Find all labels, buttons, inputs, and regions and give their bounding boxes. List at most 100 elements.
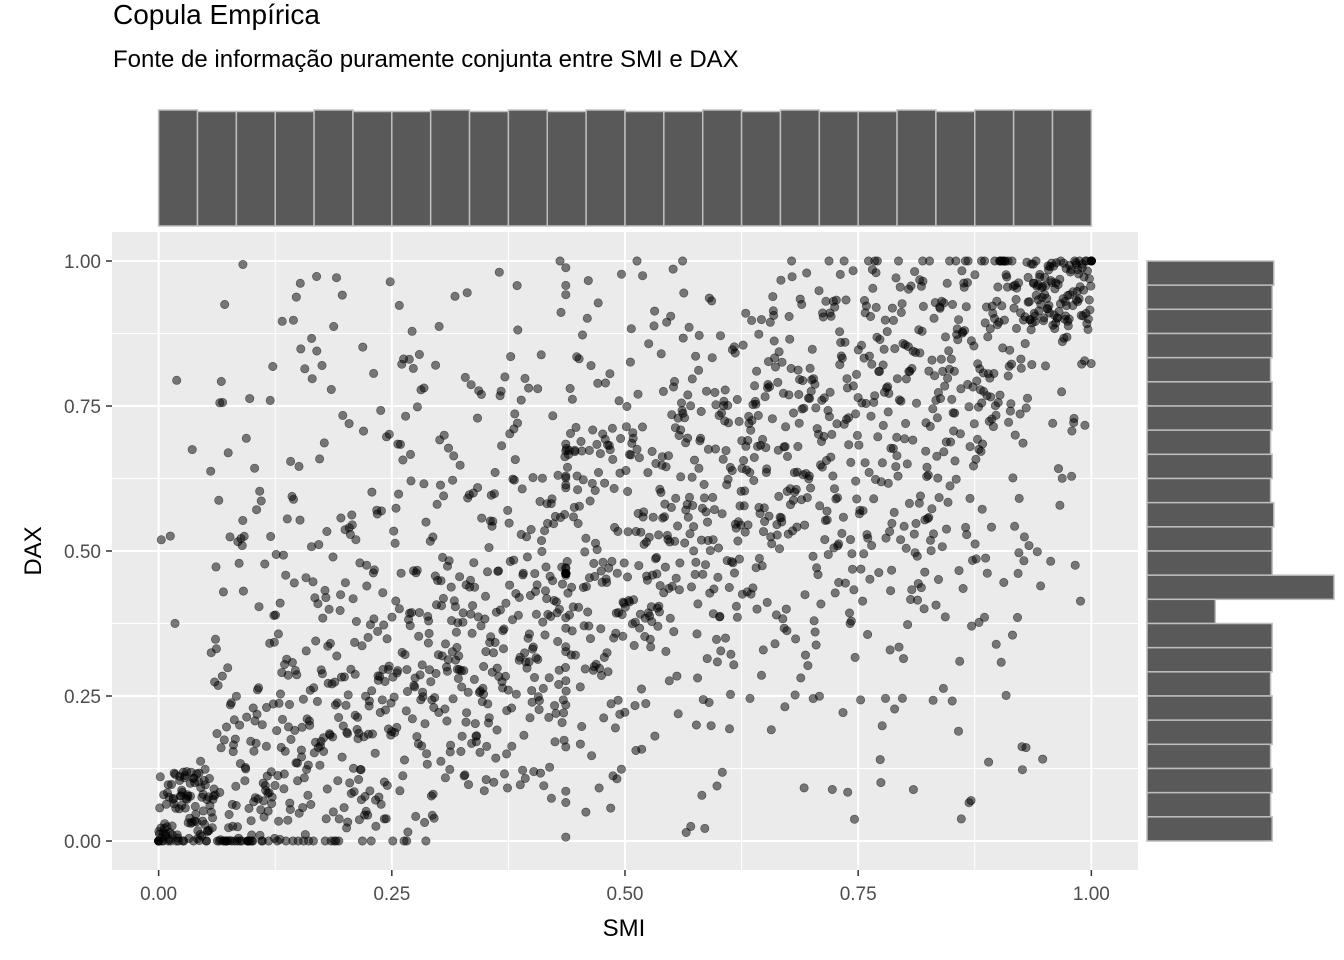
scatter-point bbox=[562, 462, 572, 472]
scatter-point bbox=[770, 639, 780, 649]
scatter-point bbox=[1076, 596, 1086, 606]
scatter-point bbox=[398, 771, 408, 781]
scatter-point bbox=[1057, 387, 1067, 397]
scatter-point bbox=[154, 836, 164, 846]
scatter-point bbox=[356, 765, 366, 775]
scatter-point bbox=[452, 642, 462, 652]
scatter-point bbox=[350, 669, 360, 679]
scatter-point bbox=[762, 464, 772, 474]
scatter-point bbox=[829, 484, 839, 494]
scatter-point bbox=[472, 731, 482, 741]
scatter-point bbox=[480, 591, 490, 601]
scatter-point bbox=[696, 433, 706, 443]
scatter-point bbox=[574, 501, 584, 511]
scatter-point bbox=[670, 536, 680, 546]
scatter-point bbox=[581, 807, 591, 817]
x-hist-bar bbox=[235, 110, 276, 227]
scatter-point bbox=[911, 398, 921, 408]
scatter-point bbox=[923, 470, 933, 480]
scatter-point bbox=[484, 713, 494, 723]
scatter-point bbox=[533, 384, 543, 394]
scatter-point bbox=[887, 565, 897, 575]
scatter-point bbox=[654, 607, 664, 617]
scatter-point bbox=[459, 666, 469, 676]
scatter-point bbox=[935, 393, 945, 403]
scatter-point bbox=[167, 779, 177, 789]
scatter-point bbox=[332, 698, 342, 708]
scatter-point bbox=[578, 475, 588, 485]
scatter-point bbox=[691, 557, 701, 567]
y-hist-bar bbox=[1146, 381, 1273, 407]
scatter-point bbox=[186, 791, 196, 801]
scatter-point bbox=[336, 513, 346, 523]
scatter-point bbox=[568, 512, 578, 522]
scatter-point bbox=[843, 787, 853, 797]
scatter-point bbox=[869, 494, 879, 504]
scatter-point bbox=[1021, 403, 1031, 413]
scatter-point bbox=[765, 382, 775, 392]
scatter-point bbox=[561, 832, 571, 842]
scatter-point bbox=[882, 327, 892, 337]
scatter-point bbox=[799, 783, 809, 793]
scatter-point bbox=[514, 592, 524, 602]
chart-subtitle: Fonte de informação puramente conjunta e… bbox=[113, 46, 739, 73]
scatter-point bbox=[418, 692, 428, 702]
scatter-point bbox=[1014, 548, 1024, 558]
scatter-point bbox=[806, 483, 816, 493]
scatter-point bbox=[415, 670, 425, 680]
scatter-point bbox=[782, 626, 792, 636]
scatter-point bbox=[678, 333, 688, 343]
x-hist-bar bbox=[663, 110, 704, 227]
scatter-point bbox=[871, 268, 881, 278]
scatter-point bbox=[1069, 413, 1079, 423]
scatter-point bbox=[367, 686, 377, 696]
scatter-point bbox=[787, 272, 797, 282]
scatter-point bbox=[387, 612, 397, 622]
y-hist-bar bbox=[1146, 429, 1272, 456]
scatter-point bbox=[788, 495, 798, 505]
scatter-point bbox=[314, 540, 324, 550]
scatter-point bbox=[331, 273, 341, 283]
scatter-point bbox=[854, 440, 864, 450]
scatter-point bbox=[1067, 426, 1077, 436]
scatter-point bbox=[909, 529, 919, 539]
scatter-point bbox=[399, 755, 409, 765]
scatter-point bbox=[746, 425, 756, 435]
scatter-point bbox=[902, 459, 912, 469]
marginal-x-histogram bbox=[157, 109, 1093, 227]
scatter-point bbox=[301, 646, 311, 656]
scatter-point bbox=[851, 409, 861, 419]
y-hist-bar bbox=[1146, 719, 1273, 746]
scatter-point bbox=[638, 271, 648, 281]
scatter-point bbox=[832, 493, 842, 503]
scatter-point bbox=[596, 566, 606, 576]
scatter-point bbox=[367, 729, 377, 739]
scatter-point bbox=[806, 386, 816, 396]
scatter-point bbox=[450, 602, 460, 612]
scatter-point bbox=[288, 494, 298, 504]
scatter-point bbox=[802, 493, 812, 503]
scatter-point bbox=[317, 360, 327, 370]
scatter-point bbox=[342, 729, 352, 739]
x-hist-bar bbox=[857, 110, 898, 227]
scatter-point bbox=[512, 281, 522, 291]
scatter-point bbox=[729, 568, 739, 578]
scatter-point bbox=[283, 670, 293, 680]
scatter-point bbox=[460, 372, 470, 382]
scatter-point bbox=[402, 686, 412, 696]
scatter-point bbox=[561, 686, 571, 696]
scatter-point bbox=[901, 543, 911, 553]
scatter-point bbox=[822, 515, 832, 525]
scatter-point bbox=[883, 407, 893, 417]
scatter-point bbox=[900, 434, 910, 444]
scatter-point bbox=[865, 574, 875, 584]
x-hist-bar bbox=[274, 110, 315, 227]
scatter-point bbox=[518, 765, 528, 775]
scatter-point bbox=[792, 522, 802, 532]
scatter-point bbox=[248, 836, 258, 846]
scatter-point bbox=[275, 598, 285, 608]
scatter-point bbox=[981, 553, 991, 563]
scatter-point bbox=[891, 462, 901, 472]
scatter-point bbox=[424, 628, 434, 638]
scatter-point bbox=[796, 673, 806, 683]
